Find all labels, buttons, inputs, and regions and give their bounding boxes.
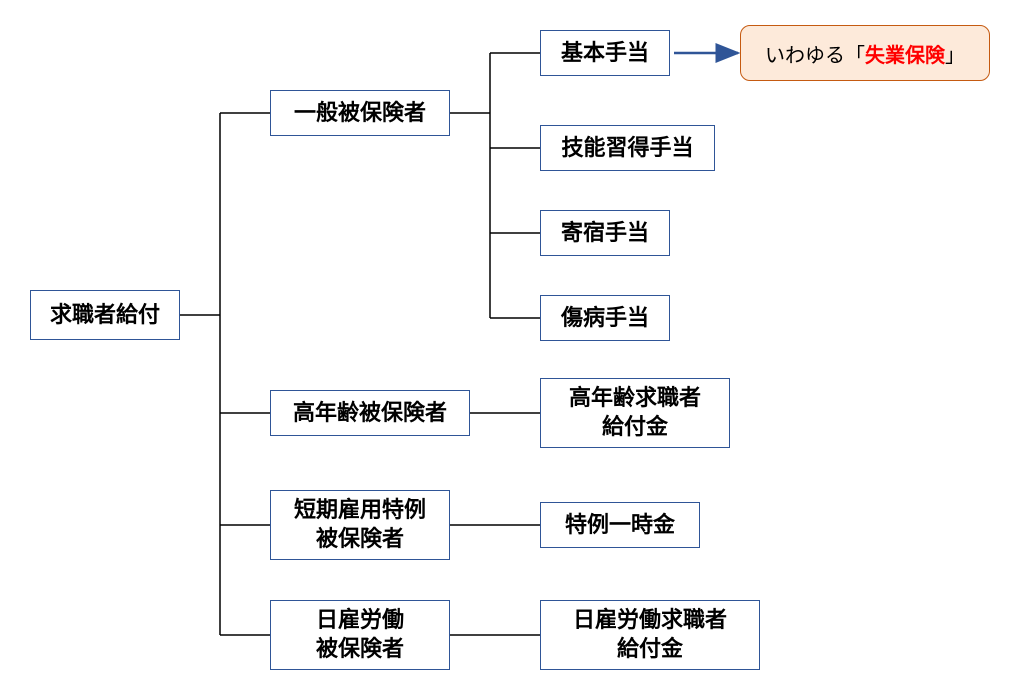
callout-em: 失業保険 xyxy=(865,45,945,67)
callout-suffix: 」 xyxy=(945,45,965,67)
level2-label: 一般被保険者 xyxy=(294,99,426,128)
level3-label: 特例一時金 xyxy=(565,511,675,540)
level3-node: 技能習得手当 xyxy=(540,125,715,171)
callout-text: いわゆる「失業保険」 xyxy=(765,39,965,68)
diagram-stage: 求職者給付 いわゆる「失業保険」 一般被保険者高年齢被保険者短期雇用特例 被保険… xyxy=(0,0,1024,693)
level3-label: 技能習得手当 xyxy=(561,134,693,163)
callout-box: いわゆる「失業保険」 xyxy=(740,25,990,81)
level3-label: 日雇労働求職者 給付金 xyxy=(573,606,727,663)
level2-label: 短期雇用特例 被保険者 xyxy=(294,496,426,553)
connector-layer xyxy=(0,0,1024,693)
level3-node: 特例一時金 xyxy=(540,502,700,548)
level3-label: 傷病手当 xyxy=(561,304,649,333)
level2-label: 高年齢被保険者 xyxy=(293,399,447,428)
callout-prefix: いわゆる「 xyxy=(765,45,865,67)
level2-node: 日雇労働 被保険者 xyxy=(270,600,450,670)
level3-node: 傷病手当 xyxy=(540,295,670,341)
level3-label: 寄宿手当 xyxy=(561,219,649,248)
level3-node: 高年齢求職者 給付金 xyxy=(540,378,730,448)
level3-label: 基本手当 xyxy=(561,39,649,68)
level2-label: 日雇労働 被保険者 xyxy=(316,606,404,663)
level3-node: 寄宿手当 xyxy=(540,210,670,256)
level2-node: 短期雇用特例 被保険者 xyxy=(270,490,450,560)
level2-node: 高年齢被保険者 xyxy=(270,390,470,436)
root-node: 求職者給付 xyxy=(30,290,180,340)
level3-label: 高年齢求職者 給付金 xyxy=(569,384,701,441)
level3-node: 基本手当 xyxy=(540,30,670,76)
root-label: 求職者給付 xyxy=(50,301,160,330)
level3-node: 日雇労働求職者 給付金 xyxy=(540,600,760,670)
level2-node: 一般被保険者 xyxy=(270,90,450,136)
